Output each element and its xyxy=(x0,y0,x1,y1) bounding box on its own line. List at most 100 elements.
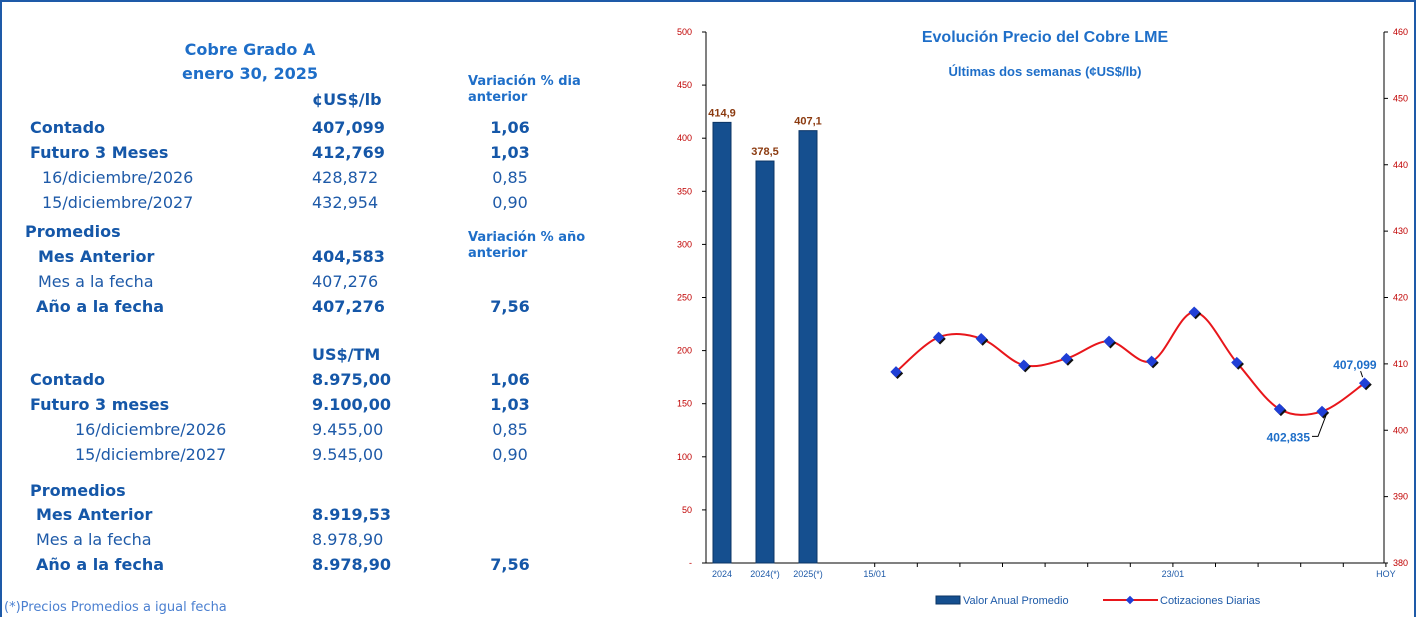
row-variation: 1,03 xyxy=(490,143,530,162)
annotation-label: 402,835 xyxy=(1267,430,1311,444)
row-variation: 0,90 xyxy=(492,445,528,464)
row-label: Mes Anterior xyxy=(36,505,153,524)
row-label: Futuro 3 meses xyxy=(30,395,170,414)
y-right-tick-label: 400 xyxy=(1393,425,1408,435)
y-left-tick-label: 350 xyxy=(677,186,692,196)
y-left-tick-label: 150 xyxy=(677,399,692,409)
y-left-tick-label: - xyxy=(689,558,692,568)
y-right-tick-label: 390 xyxy=(1393,492,1408,502)
row-variation: 7,56 xyxy=(490,555,530,574)
row-value: 407,099 xyxy=(312,118,385,137)
var-dia-header: Variación % dia anterior xyxy=(468,74,581,105)
row-label: Mes a la fecha xyxy=(38,272,154,291)
row-variation: 1,03 xyxy=(490,395,530,414)
row-value: 428,872 xyxy=(312,168,379,187)
row-label: Contado xyxy=(30,370,106,389)
row-label: Futuro 3 Meses xyxy=(30,143,169,162)
x-tick-label: HOY xyxy=(1376,569,1396,579)
y-left-tick-label: 500 xyxy=(677,27,692,37)
y-right-tick-label: 430 xyxy=(1393,226,1408,236)
y-left-tick-label: 250 xyxy=(677,293,692,303)
var-anio-header: Variación % año anterior xyxy=(468,230,586,261)
daily-quote-point-1 xyxy=(932,331,945,343)
daily-quote-point-0 xyxy=(890,366,902,378)
row-label: 15/diciembre/2027 xyxy=(75,445,227,464)
table-title: Cobre Grado A xyxy=(184,40,316,59)
daily-quote-point-7 xyxy=(1188,306,1200,318)
row-label: Año a la fecha xyxy=(36,555,165,574)
bar-2024 xyxy=(712,121,732,564)
annotation-leader xyxy=(1360,370,1364,378)
bar-2024(*) xyxy=(755,160,775,564)
daily-quote-point-11 xyxy=(1358,377,1371,389)
y-left-tick-label: 450 xyxy=(677,80,692,90)
chart-title: Evolución Precio del Cobre LME xyxy=(922,29,1169,46)
legend-bar-label: Valor Anual Promedio xyxy=(963,595,1069,607)
bar-category-label: 2024(*) xyxy=(750,569,780,579)
row-value: 8.978,90 xyxy=(312,530,384,549)
row-value: 8.975,00 xyxy=(312,370,391,389)
daily-quote-point-2 xyxy=(975,332,987,345)
row-variation: 1,06 xyxy=(490,118,530,137)
row-variation: 0,85 xyxy=(492,168,528,187)
row-value: 407,276 xyxy=(312,297,385,316)
row-value: 9.100,00 xyxy=(312,395,391,414)
y-right-tick-label: 420 xyxy=(1393,293,1408,303)
row-variation: 1,06 xyxy=(490,370,530,389)
bar-value-label: 407,1 xyxy=(794,116,822,128)
bar-2025(*) xyxy=(798,130,818,564)
row-label: Mes a la fecha xyxy=(36,530,152,549)
y-left-tick-label: 300 xyxy=(677,239,692,249)
daily-quote-point-9 xyxy=(1273,403,1286,415)
y-right-tick-label: 440 xyxy=(1393,160,1408,170)
row-label: 16/diciembre/2026 xyxy=(75,420,227,439)
row-value: 432,954 xyxy=(312,193,379,212)
unit-lb: ¢US$/lb xyxy=(312,90,382,109)
legend-bar-swatch xyxy=(935,595,961,605)
y-left-tick-label: 50 xyxy=(682,505,692,515)
legend-line-marker xyxy=(1125,595,1135,605)
bar-category-label: 2025(*) xyxy=(793,569,823,579)
daily-quotes-line xyxy=(895,311,1366,416)
y-left-tick-label: 200 xyxy=(677,346,692,356)
row-value: 8.978,90 xyxy=(312,555,391,574)
bar-value-label: 414,9 xyxy=(708,107,736,119)
row-variation: 0,90 xyxy=(492,193,528,212)
row-value: 8.919,53 xyxy=(312,505,391,524)
row-label: Año a la fecha xyxy=(36,297,165,316)
x-tick-label: 15/01 xyxy=(863,569,886,579)
row-value: 9.545,00 xyxy=(312,445,384,464)
row-value: 412,769 xyxy=(312,143,385,162)
row-label: 16/diciembre/2026 xyxy=(42,168,194,187)
row-variation: 7,56 xyxy=(490,297,530,316)
chart-subtitle: Últimas dos semanas (¢US$/lb) xyxy=(949,64,1142,79)
y-right-tick-label: 380 xyxy=(1393,558,1408,568)
legend-line-label: Cotizaciones Diarias xyxy=(1160,595,1261,607)
row-label: Mes Anterior xyxy=(38,247,155,266)
y-right-tick-label: 450 xyxy=(1393,93,1408,103)
annotation-label: 407,099 xyxy=(1333,358,1377,372)
daily-quote-point-10 xyxy=(1316,405,1328,418)
promedios-label-lb: Promedios xyxy=(25,222,121,241)
row-value: 9.455,00 xyxy=(312,420,384,439)
y-left-tick-label: 400 xyxy=(677,133,692,143)
y-right-tick-label: 410 xyxy=(1393,359,1408,369)
footnote: (*)Precios Promedios a igual fecha xyxy=(4,600,227,615)
y-left-tick-label: 100 xyxy=(677,452,692,462)
y-right-tick-label: 460 xyxy=(1393,27,1408,37)
row-value: 404,583 xyxy=(312,247,385,266)
bar-value-label: 378,5 xyxy=(751,146,779,158)
table-date: enero 30, 2025 xyxy=(182,64,318,83)
daily-quote-point-3 xyxy=(1018,359,1030,371)
x-tick-label: 23/01 xyxy=(1162,569,1185,579)
bar-category-label: 2024 xyxy=(712,569,732,579)
daily-quote-point-8 xyxy=(1231,356,1243,369)
row-label: Contado xyxy=(30,118,106,137)
copper-price-chart: - 50 100 150 200 250 300 350 400 450 500 380 390 400 4… xyxy=(677,27,1408,607)
annotation-leader xyxy=(1312,415,1327,437)
row-value: 407,276 xyxy=(312,272,379,291)
daily-quote-point-5 xyxy=(1103,335,1115,347)
promedios-label-tm: Promedios xyxy=(30,481,126,500)
row-variation: 0,85 xyxy=(492,420,528,439)
